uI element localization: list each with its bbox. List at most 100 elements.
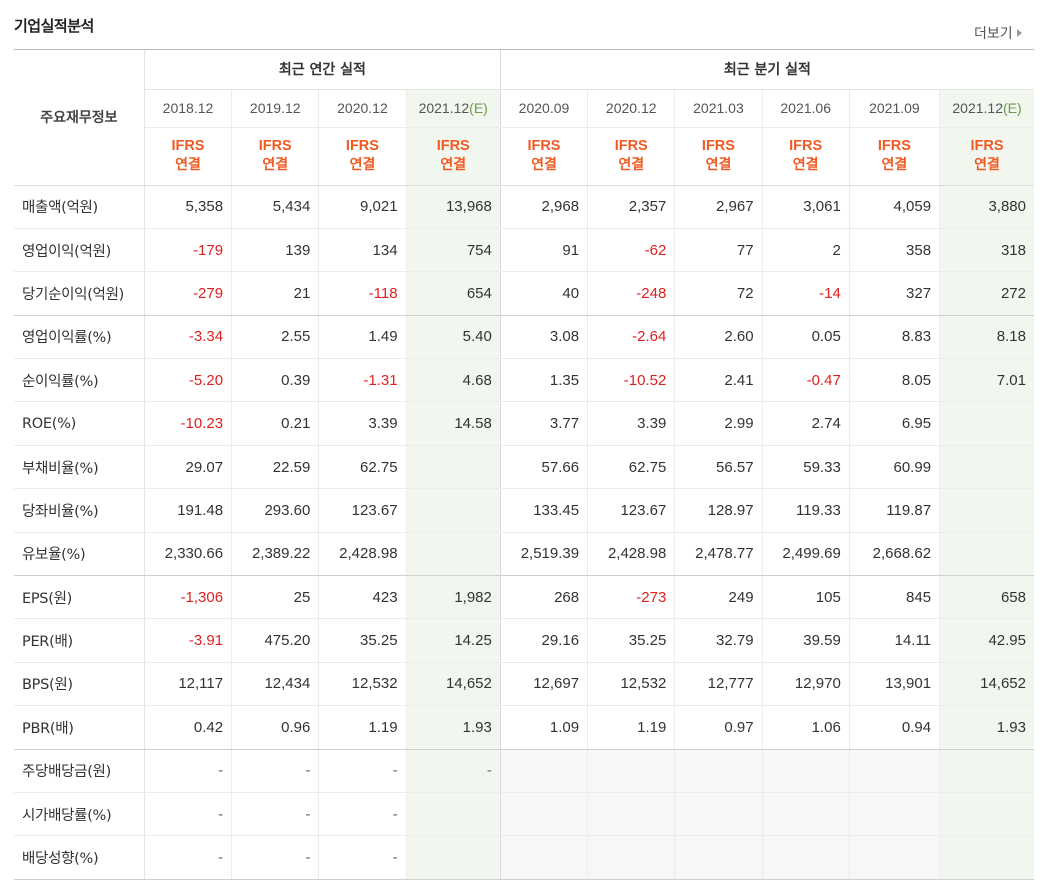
table-cell: 4.68 xyxy=(406,358,501,403)
period-header-annual: 2019.12 xyxy=(231,89,320,128)
table-cell: 77 xyxy=(674,228,763,273)
period-header-annual: 2018.12 xyxy=(144,89,233,128)
basis-ifrs: IFRS xyxy=(877,138,911,154)
table-row: 영업이익(억원) -179 139 134 754 91 -62 77 2 358 318 xyxy=(14,228,1034,273)
table-cell: -273 xyxy=(587,575,676,620)
financial-summary-table: 주요재무정보 최근 연간 실적 최근 분기 실적 2018.12 2019.12 2… xyxy=(14,50,1034,880)
estimate-marker: (E) xyxy=(1002,100,1022,116)
table-cell: 21 xyxy=(231,271,320,316)
basis-header: IFRS 연결 xyxy=(939,127,1034,186)
table-cell: 9,021 xyxy=(318,185,407,229)
table-cell: 3,061 xyxy=(762,185,850,229)
period-label: 2020.12 xyxy=(605,100,657,116)
table-cell: 845 xyxy=(849,575,941,620)
table-cell xyxy=(406,835,501,880)
table-cell xyxy=(849,835,941,880)
table-cell: - xyxy=(144,792,233,837)
table-cell: 2,357 xyxy=(587,185,676,229)
table-cell: - xyxy=(231,792,320,837)
basis-ifrs: IFRS xyxy=(345,138,379,154)
period-header-annual: 2021.12(E) xyxy=(406,89,501,128)
table-cell xyxy=(762,792,850,837)
table-cell: 475.20 xyxy=(231,618,320,663)
table-cell: 0.21 xyxy=(231,401,320,446)
table-cell: 14,652 xyxy=(406,662,501,707)
row-label: 부채비율(%) xyxy=(14,445,145,490)
table-cell: 42.95 xyxy=(939,618,1034,663)
table-cell: 268 xyxy=(500,575,589,620)
row-label: ROE(%) xyxy=(14,401,145,446)
table-row: EPS(원) -1,306 25 423 1,982 268 -273 249 105 845 65… xyxy=(14,575,1034,620)
table-cell: 1.93 xyxy=(406,705,501,750)
table-cell: 0.94 xyxy=(849,705,941,750)
table-cell: 139 xyxy=(231,228,320,273)
table-cell: 25 xyxy=(231,575,320,620)
basis-ifrs: IFRS xyxy=(789,138,823,154)
period-label: 2021.09 xyxy=(869,100,920,116)
table-row: 배당성향(%) - - - xyxy=(14,835,1034,880)
table-cell: 0.97 xyxy=(674,705,763,750)
table-cell: 2,478.77 xyxy=(674,532,763,577)
table-cell: 2.99 xyxy=(674,401,763,446)
row-label: 영업이익(억원) xyxy=(14,228,145,273)
table-cell: 29.07 xyxy=(144,445,233,490)
more-label: 더보기 xyxy=(974,26,1013,42)
table-row: 유보율(%) 2,330.66 2,389.22 2,428.98 2,519.39 2,… xyxy=(14,532,1034,577)
table-cell xyxy=(500,749,589,793)
row-label: 매출액(억원) xyxy=(14,185,145,229)
more-link[interactable]: 더보기 xyxy=(974,23,1022,43)
table-cell: -10.23 xyxy=(144,401,233,446)
period-label: 2018.12 xyxy=(162,100,214,116)
row-label: EPS(원) xyxy=(14,575,145,620)
table-cell xyxy=(762,835,850,880)
basis-header: IFRS 연결 xyxy=(762,127,850,186)
basis-header: IFRS 연결 xyxy=(674,127,763,186)
row-label: 배당성향(%) xyxy=(14,835,145,880)
row-label: PBR(배) xyxy=(14,705,145,750)
basis-consolidated: 연결 xyxy=(792,157,819,173)
table-cell xyxy=(849,792,941,837)
estimate-marker: (E) xyxy=(469,100,488,116)
basis-consolidated: 연결 xyxy=(974,157,1000,173)
chevron-right-icon xyxy=(1016,29,1022,37)
table-cell: 423 xyxy=(318,575,407,620)
table-cell xyxy=(406,532,501,577)
row-label: PER(배) xyxy=(14,618,145,663)
table-cell: - xyxy=(318,749,407,793)
table-row: PER(배) -3.91 475.20 35.25 14.25 29.16 35.25 32.… xyxy=(14,618,1034,663)
basis-consolidated: 연결 xyxy=(531,157,557,173)
table-cell: - xyxy=(318,792,407,837)
table-row: 당좌비율(%) 191.48 293.60 123.67 133.45 123.67 128… xyxy=(14,488,1034,533)
table-cell: 12,777 xyxy=(674,662,763,707)
table-cell: - xyxy=(406,749,501,793)
table-cell: 14,652 xyxy=(939,662,1034,707)
row-label: 순이익률(%) xyxy=(14,358,145,403)
table-cell xyxy=(939,401,1034,446)
table-cell: 39.59 xyxy=(762,618,850,663)
table-cell: 8.18 xyxy=(939,315,1034,360)
table-cell xyxy=(762,749,850,793)
table-cell: 14.11 xyxy=(849,618,941,663)
table-cell xyxy=(406,488,501,533)
period-label: 2020.12 xyxy=(337,100,388,116)
table-row: 시가배당률(%) - - - xyxy=(14,792,1034,837)
row-label: 시가배당률(%) xyxy=(14,792,145,837)
period-header-quarterly: 2020.09 xyxy=(500,89,589,128)
table-cell: 119.87 xyxy=(849,488,941,533)
basis-header: IFRS 연결 xyxy=(144,127,233,186)
table-cell: 0.96 xyxy=(231,705,320,750)
period-header-quarterly: 2021.12(E) xyxy=(939,89,1034,128)
table-cell: -248 xyxy=(587,271,676,316)
table-cell xyxy=(939,792,1034,837)
basis-header: IFRS 연결 xyxy=(587,127,676,186)
basis-header: IFRS 연결 xyxy=(849,127,941,186)
basis-header: IFRS 연결 xyxy=(231,127,320,186)
table-cell: 56.57 xyxy=(674,445,763,490)
table-cell: 1.35 xyxy=(500,358,589,403)
table-cell: 2,499.69 xyxy=(762,532,850,577)
table-cell: -10.52 xyxy=(587,358,676,403)
table-row: PBR(배) 0.42 0.96 1.19 1.93 1.09 1.19 0.97 1.06 0.… xyxy=(14,705,1034,750)
table-cell xyxy=(939,749,1034,793)
basis-ifrs: IFRS xyxy=(614,138,648,154)
table-cell: -3.34 xyxy=(144,315,233,360)
